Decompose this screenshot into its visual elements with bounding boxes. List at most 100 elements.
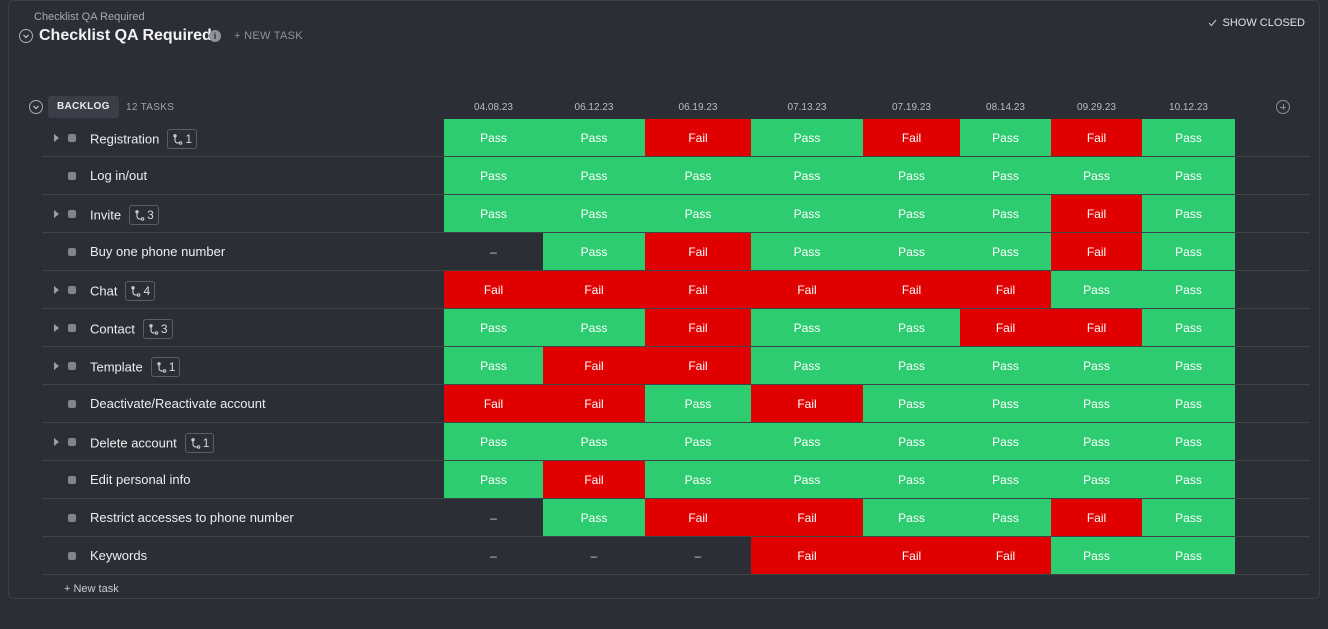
task-name-label[interactable]: Delete account bbox=[90, 435, 177, 451]
result-cell[interactable]: Pass bbox=[1142, 461, 1235, 498]
task-name[interactable]: Keywords bbox=[90, 548, 147, 563]
result-cell[interactable]: Pass bbox=[645, 157, 751, 194]
result-cell[interactable]: Pass bbox=[444, 309, 543, 346]
result-cell[interactable]: Pass bbox=[863, 309, 960, 346]
task-name-label[interactable]: Restrict accesses to phone number bbox=[90, 510, 294, 525]
status-square-icon[interactable] bbox=[68, 362, 76, 370]
table-row[interactable]: Edit personal info Pass Fail Pass Pass Pass Pa… bbox=[42, 461, 1310, 499]
table-row[interactable]: Registration 1 Pass Pass Fail Pass Fail Pass Fai… bbox=[42, 119, 1310, 157]
result-cell[interactable]: – bbox=[590, 548, 598, 563]
task-name-label[interactable]: Deactivate/Reactivate account bbox=[90, 396, 266, 411]
result-cell[interactable]: – bbox=[694, 548, 702, 563]
result-cell[interactable]: Pass bbox=[960, 385, 1051, 422]
result-cell[interactable]: Pass bbox=[863, 385, 960, 422]
result-cell[interactable]: Fail bbox=[444, 385, 543, 422]
expand-caret-icon[interactable] bbox=[54, 362, 59, 370]
result-cell[interactable]: Pass bbox=[1142, 423, 1235, 460]
result-cell[interactable]: Pass bbox=[1051, 537, 1142, 574]
result-cell[interactable]: Pass bbox=[960, 347, 1051, 384]
new-task-button[interactable]: + NEW TASK bbox=[234, 30, 303, 42]
result-cell[interactable]: Pass bbox=[751, 347, 863, 384]
task-name[interactable]: Chat 4 bbox=[90, 281, 156, 302]
task-name[interactable]: Restrict accesses to phone number bbox=[90, 510, 294, 525]
result-cell[interactable]: Fail bbox=[645, 233, 751, 270]
result-cell[interactable]: Pass bbox=[960, 499, 1051, 536]
result-cell[interactable]: Pass bbox=[1051, 385, 1142, 422]
result-cell[interactable]: Fail bbox=[1051, 119, 1142, 156]
table-row[interactable]: Deactivate/Reactivate account Fail Fail Pas… bbox=[42, 385, 1310, 423]
subtask-count-badge[interactable]: 1 bbox=[184, 433, 215, 453]
date-column-header[interactable]: 08.14.23 bbox=[986, 102, 1025, 113]
status-square-icon[interactable] bbox=[68, 286, 76, 294]
result-cell[interactable]: Pass bbox=[863, 423, 960, 460]
expand-caret-icon[interactable] bbox=[54, 438, 59, 446]
task-name-label[interactable]: Edit personal info bbox=[90, 472, 191, 487]
status-square-icon[interactable] bbox=[68, 476, 76, 484]
result-cell[interactable]: Pass bbox=[444, 157, 543, 194]
result-cell[interactable]: Pass bbox=[863, 195, 960, 232]
result-cell[interactable]: Pass bbox=[444, 461, 543, 498]
task-name[interactable]: Contact 3 bbox=[90, 319, 173, 340]
status-square-icon[interactable] bbox=[68, 438, 76, 446]
result-cell[interactable]: Pass bbox=[751, 157, 863, 194]
result-cell[interactable]: Fail bbox=[1051, 309, 1142, 346]
task-name[interactable]: Delete account 1 bbox=[90, 433, 215, 454]
result-cell[interactable]: Pass bbox=[863, 461, 960, 498]
result-cell[interactable]: Pass bbox=[863, 157, 960, 194]
result-cell[interactable]: Fail bbox=[543, 385, 645, 422]
task-name-label[interactable]: Chat bbox=[90, 283, 118, 299]
collapse-group-chevron-icon[interactable] bbox=[29, 100, 43, 114]
subtask-count-badge[interactable]: 3 bbox=[129, 205, 159, 225]
result-cell[interactable]: Fail bbox=[645, 309, 751, 346]
date-column-header[interactable]: 09.29.23 bbox=[1077, 102, 1116, 113]
result-cell[interactable]: Pass bbox=[960, 461, 1051, 498]
task-name[interactable]: Registration 1 bbox=[90, 129, 198, 150]
result-cell[interactable]: Fail bbox=[960, 309, 1051, 346]
result-cell[interactable]: Pass bbox=[543, 423, 645, 460]
subtask-count-badge[interactable]: 1 bbox=[150, 357, 181, 377]
result-cell[interactable]: Pass bbox=[543, 195, 645, 232]
result-cell[interactable]: Fail bbox=[645, 347, 751, 384]
info-icon[interactable]: i bbox=[209, 30, 221, 42]
task-name-label[interactable]: Registration bbox=[90, 131, 160, 147]
result-cell[interactable]: Pass bbox=[645, 461, 751, 498]
task-name[interactable]: Edit personal info bbox=[90, 472, 190, 487]
result-cell[interactable]: Fail bbox=[751, 271, 863, 308]
table-row[interactable]: Chat 4 Fail Fail Fail Fail Fail Fail Pass Pass bbox=[42, 271, 1310, 309]
table-row[interactable]: Contact 3 Pass Pass Fail Pass Pass Fail Fail Pass bbox=[42, 309, 1310, 347]
result-cell[interactable]: Pass bbox=[543, 233, 645, 270]
task-name[interactable]: Invite 3 bbox=[90, 205, 159, 226]
result-cell[interactable]: Pass bbox=[645, 195, 751, 232]
result-cell[interactable]: – bbox=[490, 548, 497, 563]
result-cell[interactable]: Fail bbox=[645, 499, 751, 536]
result-cell[interactable]: Pass bbox=[863, 499, 960, 536]
result-cell[interactable]: Pass bbox=[751, 233, 863, 270]
result-cell[interactable]: Fail bbox=[444, 271, 543, 308]
result-cell[interactable]: Pass bbox=[444, 195, 543, 232]
result-cell[interactable]: Pass bbox=[645, 423, 751, 460]
date-column-header[interactable]: 06.12.23 bbox=[574, 102, 614, 113]
result-cell[interactable]: Pass bbox=[1142, 309, 1235, 346]
result-cell[interactable]: – bbox=[490, 510, 497, 525]
table-row[interactable]: Restrict accesses to phone number – Pass Fa… bbox=[42, 499, 1310, 537]
result-cell[interactable]: Fail bbox=[543, 461, 645, 498]
task-name[interactable]: Template 1 bbox=[90, 357, 181, 378]
result-cell[interactable]: Pass bbox=[1142, 347, 1235, 384]
expand-caret-icon[interactable] bbox=[54, 134, 59, 142]
status-square-icon[interactable] bbox=[68, 134, 76, 142]
task-name[interactable]: Deactivate/Reactivate account bbox=[90, 396, 266, 411]
result-cell[interactable]: Pass bbox=[1142, 537, 1235, 574]
result-cell[interactable]: Fail bbox=[1051, 195, 1142, 232]
table-row[interactable]: Buy one phone number – Pass Fail Pass Pass Pas… bbox=[42, 233, 1310, 271]
expand-caret-icon[interactable] bbox=[54, 286, 59, 294]
result-cell[interactable]: Pass bbox=[645, 385, 751, 422]
table-row[interactable]: Log in/out Pass Pass Pass Pass Pass Pass Pass Pa… bbox=[42, 157, 1310, 195]
result-cell[interactable]: Pass bbox=[1051, 347, 1142, 384]
result-cell[interactable]: Pass bbox=[863, 233, 960, 270]
result-cell[interactable]: Fail bbox=[645, 119, 751, 156]
task-name[interactable]: Log in/out bbox=[90, 168, 147, 183]
result-cell[interactable]: Pass bbox=[960, 157, 1051, 194]
result-cell[interactable]: Fail bbox=[751, 499, 863, 536]
result-cell[interactable]: Fail bbox=[543, 347, 645, 384]
result-cell[interactable]: Fail bbox=[1051, 499, 1142, 536]
